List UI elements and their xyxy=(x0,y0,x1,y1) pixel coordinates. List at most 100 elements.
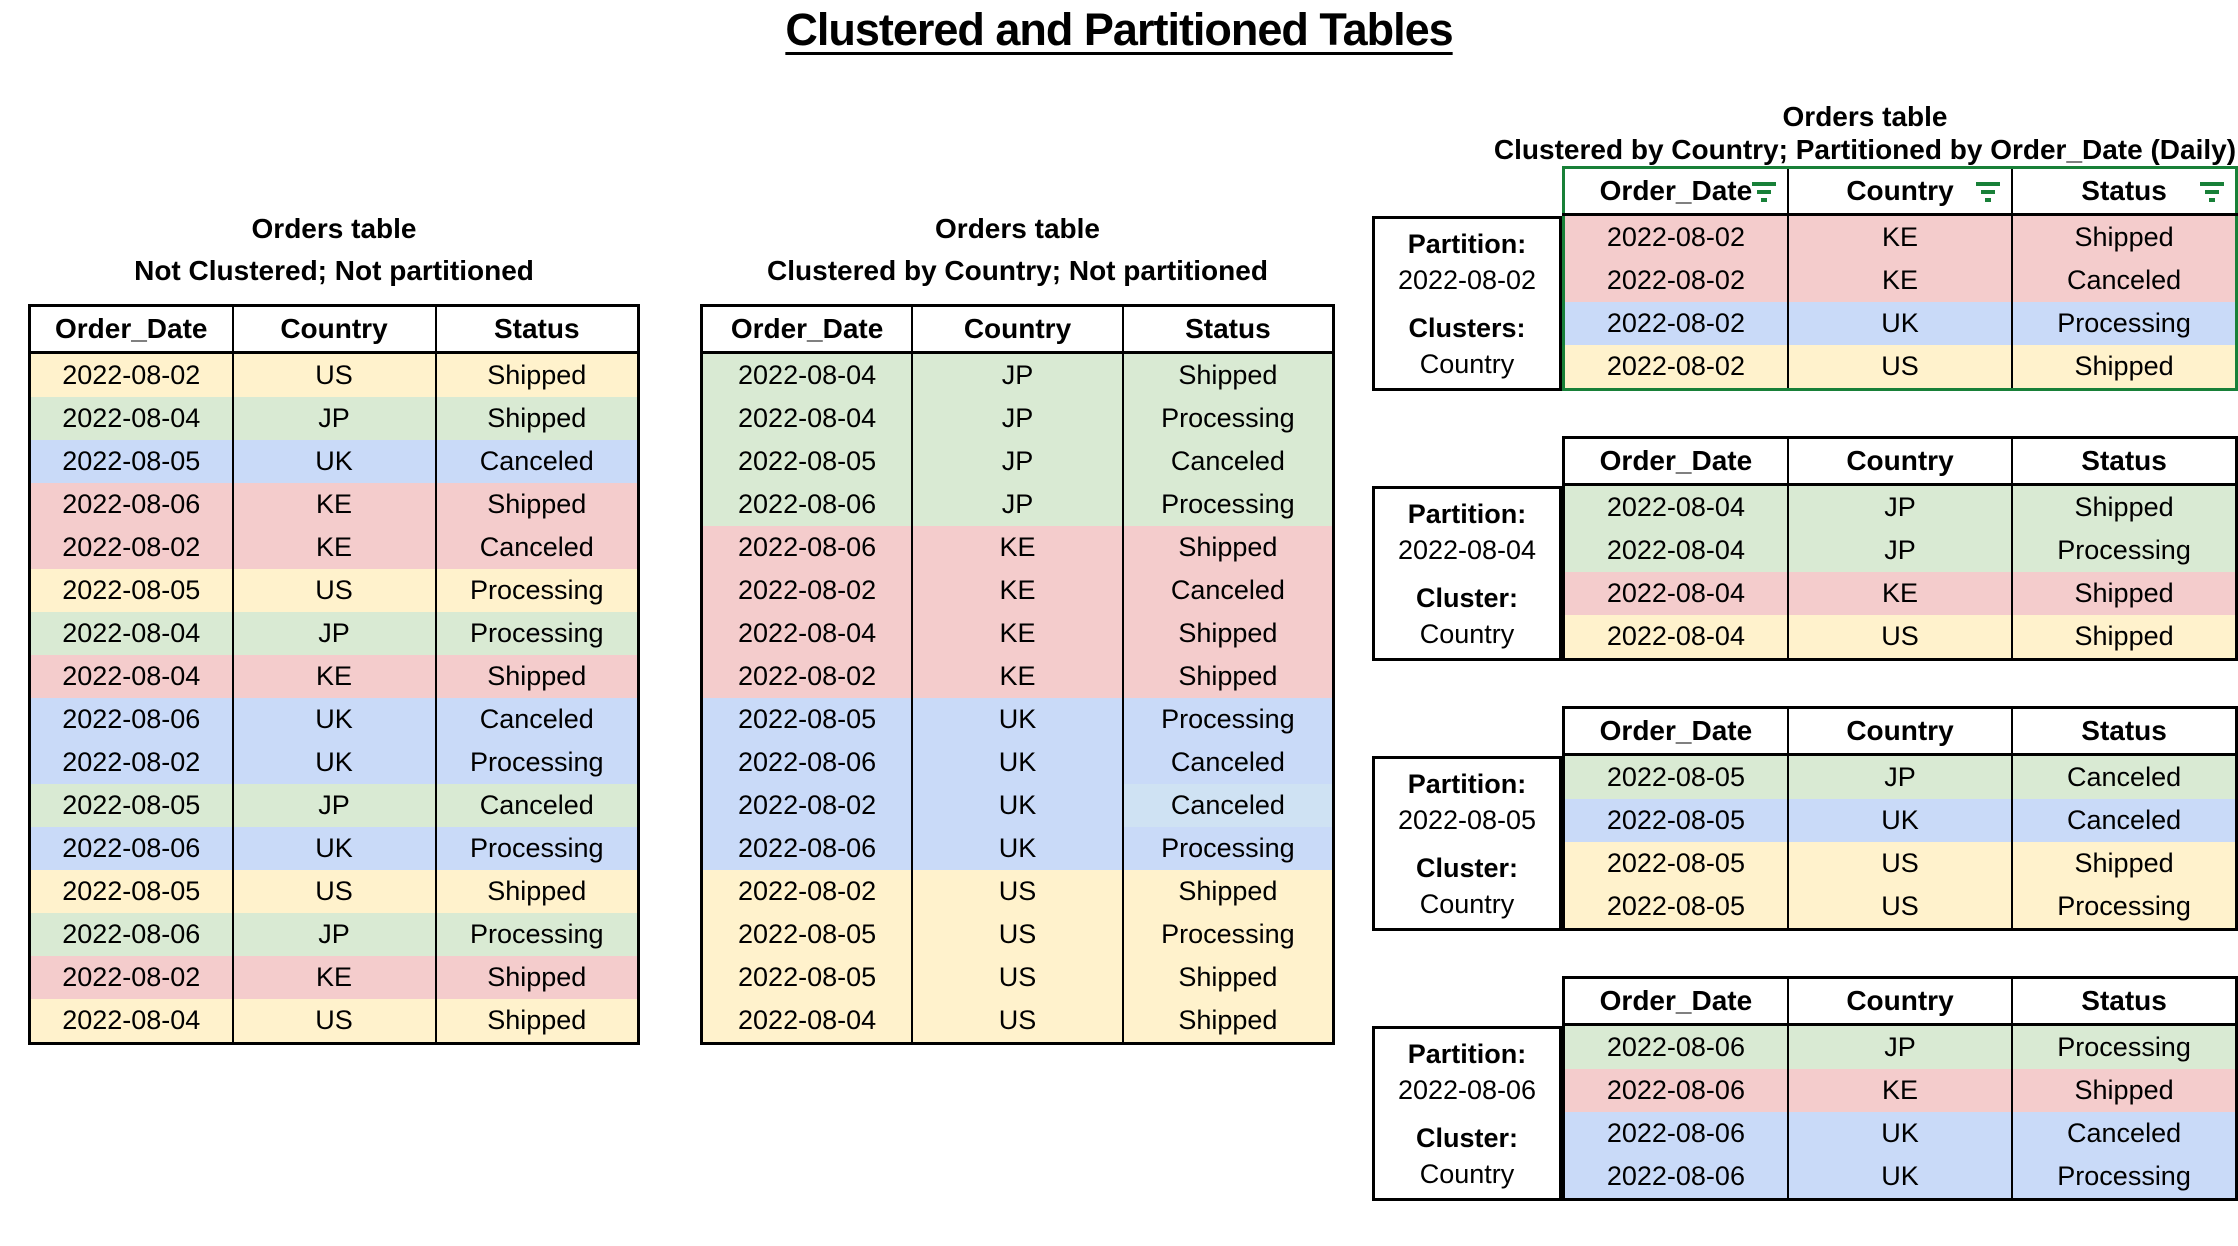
column-header-country: Country xyxy=(1786,976,2014,1026)
cell-status: Shipped xyxy=(1121,526,1335,569)
cell-date: 2022-08-04 xyxy=(700,999,914,1044)
cell-country: KE xyxy=(911,612,1124,655)
cell-country: UK xyxy=(1786,1112,2014,1155)
cell-status: Shipped xyxy=(434,352,640,397)
column-header-status: Status xyxy=(1121,304,1335,354)
cell-country: US xyxy=(1786,345,2014,390)
cell-date: 2022-08-02 xyxy=(1562,214,1789,259)
column-header-status: Status xyxy=(2011,706,2238,756)
table-row: 2022-08-04 JP Shipped xyxy=(1562,484,2238,529)
cell-date: 2022-08-05 xyxy=(1562,799,1789,842)
cell-date: 2022-08-06 xyxy=(700,526,914,569)
cell-date: 2022-08-04 xyxy=(700,612,914,655)
column-header-order-date: Order_Date xyxy=(1562,976,1789,1026)
cell-date: 2022-08-05 xyxy=(1562,754,1789,799)
cell-status: Canceled xyxy=(2011,1112,2238,1155)
table-title: Orders table xyxy=(251,213,417,244)
cluster-value: Country xyxy=(1419,889,1515,919)
table-row: 2022-08-06 KE Shipped xyxy=(1562,1069,2238,1112)
cell-status: Canceled xyxy=(2011,259,2238,302)
cell-status: Processing xyxy=(1121,698,1335,741)
cell-country: KE xyxy=(1786,572,2014,615)
section-clustered: Orders table Clustered by Country; Not p… xyxy=(700,208,1335,1045)
partition-block-2022-08-05: Partition: 2022-08-05 Cluster: Country O… xyxy=(1372,706,2238,931)
cell-country: US xyxy=(231,999,437,1044)
table-row: 2022-08-04 KE Shipped xyxy=(1562,572,2238,615)
cell-country: JP xyxy=(911,483,1124,526)
cell-status: Canceled xyxy=(434,526,640,569)
partition-value: 2022-08-02 xyxy=(1397,265,1537,295)
table-row: 2022-08-05 US Shipped xyxy=(1562,842,2238,885)
table-row: 2022-08-05 US Processing xyxy=(28,569,640,612)
table-row: 2022-08-02 UK Processing xyxy=(28,741,640,784)
cell-country: JP xyxy=(231,397,437,440)
cell-country: JP xyxy=(911,397,1124,440)
cell-date: 2022-08-02 xyxy=(28,352,234,397)
cell-country: KE xyxy=(231,526,437,569)
cell-status: Shipped xyxy=(1121,956,1335,999)
cluster-label: Cluster: xyxy=(1415,853,1518,883)
header-row: Order_Date Country Status xyxy=(1562,706,2238,756)
partition-label-group: Partition: 2022-08-02 xyxy=(1377,226,1557,298)
cell-country: KE xyxy=(1786,214,2014,259)
filter-icon xyxy=(2200,182,2224,202)
cell-country: US xyxy=(1786,885,2014,930)
cluster-label: Cluster: xyxy=(1415,1123,1518,1153)
cell-date: 2022-08-02 xyxy=(700,870,914,913)
column-header-status: Status xyxy=(434,304,640,354)
table-row: 2022-08-05 US Processing xyxy=(700,913,1335,956)
cell-country: US xyxy=(231,870,437,913)
table-row: 2022-08-02 KE Canceled xyxy=(28,526,640,569)
cell-status: Canceled xyxy=(1121,784,1335,827)
header-row: Order_Date Country Status xyxy=(700,304,1335,354)
column-header-label: Country xyxy=(1846,175,1954,206)
cell-country: US xyxy=(231,352,437,397)
partition-block-2022-08-04: Partition: 2022-08-04 Cluster: Country O… xyxy=(1372,436,2238,661)
orders-table-not-clustered: Order_Date Country Status 2022-08-02 US Sh… xyxy=(28,304,640,1045)
section-clustered-partitioned: Orders table Clustered by Country; Parti… xyxy=(1372,100,2238,1246)
cell-country: JP xyxy=(231,612,437,655)
cell-date: 2022-08-04 xyxy=(28,612,234,655)
table-subtitle: Clustered by Country; Not partitioned xyxy=(767,255,1268,286)
cell-status: Shipped xyxy=(1121,612,1335,655)
cell-date: 2022-08-02 xyxy=(700,655,914,698)
cell-status: Canceled xyxy=(434,784,640,827)
cell-date: 2022-08-06 xyxy=(1562,1155,1789,1200)
cell-country: KE xyxy=(911,569,1124,612)
table-row: 2022-08-06 JP Processing xyxy=(1562,1024,2238,1069)
cell-country: UK xyxy=(231,741,437,784)
cluster-label: Cluster: xyxy=(1415,583,1518,613)
cell-date: 2022-08-05 xyxy=(700,913,914,956)
table-row: 2022-08-02 KE Shipped xyxy=(28,956,640,999)
cell-date: 2022-08-02 xyxy=(700,784,914,827)
partition-table-2022-08-05: Order_Date Country Status 2022-08-05 JP Ca… xyxy=(1562,706,2238,931)
cell-status: Shipped xyxy=(434,483,640,526)
cell-country: UK xyxy=(231,827,437,870)
cell-country: US xyxy=(911,913,1124,956)
table-row: 2022-08-05 JP Canceled xyxy=(28,784,640,827)
cell-status: Shipped xyxy=(434,655,640,698)
section-titles: Orders table Clustered by Country; Parti… xyxy=(1492,100,2238,166)
cell-status: Canceled xyxy=(1121,741,1335,784)
cell-date: 2022-08-05 xyxy=(700,956,914,999)
cell-date: 2022-08-04 xyxy=(28,397,234,440)
cell-status: Processing xyxy=(2011,529,2238,572)
cell-date: 2022-08-06 xyxy=(700,483,914,526)
table-row: 2022-08-06 UK Canceled xyxy=(28,698,640,741)
table-row: 2022-08-02 UK Processing xyxy=(1562,302,2238,345)
table-row: 2022-08-06 UK Processing xyxy=(28,827,640,870)
cell-date: 2022-08-06 xyxy=(700,827,914,870)
column-header-label: Order_Date xyxy=(1599,175,1753,206)
cell-status: Processing xyxy=(434,827,640,870)
cell-status: Shipped xyxy=(434,999,640,1044)
filter-icon xyxy=(1976,182,2001,202)
partition-label-box: Partition: 2022-08-02 Clusters: Country xyxy=(1372,216,1562,391)
cluster-label: Clusters: xyxy=(1408,313,1526,343)
cell-date: 2022-08-06 xyxy=(1562,1069,1789,1112)
cell-date: 2022-08-06 xyxy=(1562,1024,1789,1069)
partition-value: 2022-08-05 xyxy=(1397,805,1537,835)
cell-country: KE xyxy=(231,483,437,526)
cell-country: UK xyxy=(911,698,1124,741)
cell-date: 2022-08-02 xyxy=(28,526,234,569)
cell-country: US xyxy=(911,870,1124,913)
